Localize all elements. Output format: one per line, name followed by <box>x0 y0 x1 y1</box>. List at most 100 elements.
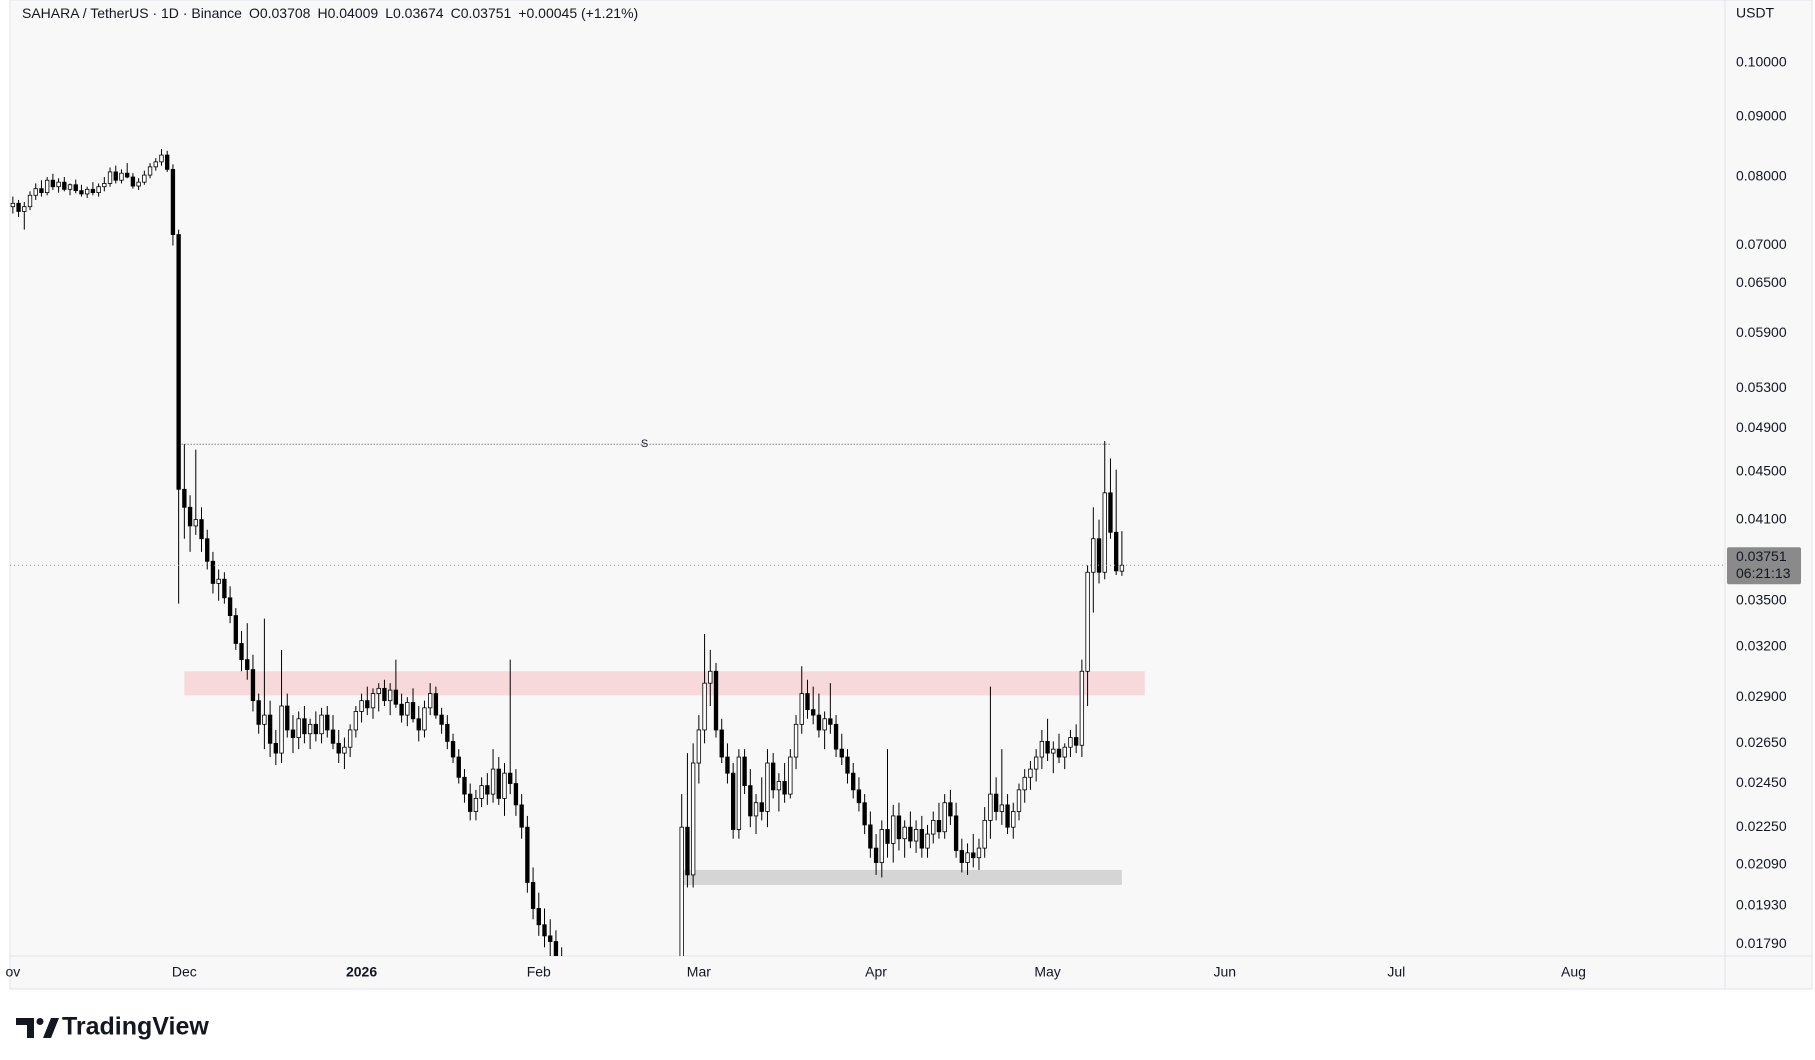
candle-body <box>330 729 336 744</box>
y-tick-label: 0.02450 <box>1736 774 1787 790</box>
candle-body <box>428 693 433 709</box>
candle-body <box>159 154 164 163</box>
candle-body <box>536 908 541 926</box>
candle-body <box>273 742 278 754</box>
candle-body <box>748 785 753 817</box>
ohlc-key: L <box>385 5 393 21</box>
candle-body <box>16 202 21 212</box>
candle-body <box>85 188 90 195</box>
candle-body <box>1005 804 1010 828</box>
ohlc-value: 0.04009 <box>328 5 379 21</box>
candle-body <box>953 815 959 851</box>
candle-body <box>125 172 130 178</box>
y-tick-label: 0.10000 <box>1736 53 1787 69</box>
candle-body <box>199 519 204 540</box>
candle-body <box>113 171 118 181</box>
candle-body <box>828 718 833 725</box>
candle-body <box>468 793 473 812</box>
chart-header: SAHARA / TetherUS · 1D · Binance O0.03708… <box>22 5 638 21</box>
y-tick-label: 0.04100 <box>1736 510 1787 526</box>
candle-body <box>679 826 684 956</box>
candle-body <box>936 820 942 833</box>
price-zone <box>184 671 1145 696</box>
annotation-label: S <box>641 438 648 450</box>
candle-body <box>1039 740 1045 758</box>
candle-body <box>913 829 919 842</box>
candle-body <box>1051 748 1056 754</box>
candle-body <box>959 850 964 863</box>
candle-body <box>387 689 393 702</box>
candle-body <box>227 597 233 616</box>
candle-body <box>736 756 742 830</box>
candle-body <box>1114 531 1119 572</box>
candle-body <box>485 785 490 795</box>
candle-body <box>22 206 27 212</box>
candle-body <box>513 783 519 806</box>
ohlc-value: 0.03751 <box>461 5 512 21</box>
candle-body <box>319 714 324 735</box>
candle-body <box>713 670 719 731</box>
candle-body <box>971 852 976 859</box>
candle-body <box>256 700 261 725</box>
y-tick-label: 0.02900 <box>1736 688 1787 704</box>
price-zone <box>681 869 1122 886</box>
candle-body <box>1119 564 1125 572</box>
candle-body <box>359 700 364 712</box>
candle-body <box>147 166 153 176</box>
ohlc-key: O <box>249 5 260 21</box>
symbol: SAHARA / TetherUS · 1D · Binance <box>22 5 242 21</box>
candle-body <box>44 179 50 194</box>
candle-body <box>450 740 456 758</box>
candle-body <box>1033 756 1039 770</box>
candle-body <box>805 693 810 711</box>
y-tick-label: 0.01930 <box>1736 897 1787 913</box>
candle-body <box>245 659 250 670</box>
x-tick-label: Mar <box>687 964 711 980</box>
candle-body <box>799 693 804 725</box>
candle-body <box>39 188 44 194</box>
candle-body <box>839 748 844 758</box>
candle-body <box>165 154 170 170</box>
candle-body <box>433 693 439 716</box>
candle-body <box>902 826 907 840</box>
candle-body <box>353 711 359 731</box>
y-tick-label: 0.03500 <box>1736 591 1787 607</box>
candle-body <box>296 718 301 738</box>
candle-body <box>1045 740 1050 754</box>
candle-body <box>302 718 307 735</box>
x-tick-label: Feb <box>527 964 551 980</box>
candle-body <box>27 194 33 208</box>
candle-body <box>948 802 953 817</box>
candle-body <box>205 538 210 562</box>
candle-body <box>542 924 547 937</box>
candle-body <box>548 935 553 942</box>
change: +0.00045 (+1.21%) <box>518 5 638 21</box>
candle-body <box>1073 737 1079 746</box>
candle-body <box>519 804 524 828</box>
x-tick-label: Jun <box>1214 964 1237 980</box>
candle-body <box>965 852 970 863</box>
candle-body <box>456 756 461 778</box>
y-tick-label: 0.01790 <box>1736 935 1787 951</box>
candle-body <box>1068 737 1073 748</box>
candle-body <box>187 506 193 527</box>
candle-body <box>462 776 467 795</box>
current-price-box <box>1727 547 1801 585</box>
candle-body <box>142 174 147 183</box>
candle-body <box>307 723 313 735</box>
candle-body <box>1079 670 1085 746</box>
y-tick-label: 0.02650 <box>1736 734 1787 750</box>
candle-body <box>873 847 879 863</box>
y-tick-label: 0.06500 <box>1736 274 1787 290</box>
candle-body <box>725 756 730 774</box>
candle-body <box>753 802 759 817</box>
candle-body <box>1062 746 1067 758</box>
candle-body <box>862 802 867 826</box>
candle-body <box>553 941 559 956</box>
x-tick-label: Aug <box>1561 964 1586 980</box>
candle-body <box>508 772 513 784</box>
y-tick-label: 0.03200 <box>1736 637 1787 653</box>
candle-body <box>370 693 376 709</box>
y-tick-label: 0.04900 <box>1736 419 1787 435</box>
